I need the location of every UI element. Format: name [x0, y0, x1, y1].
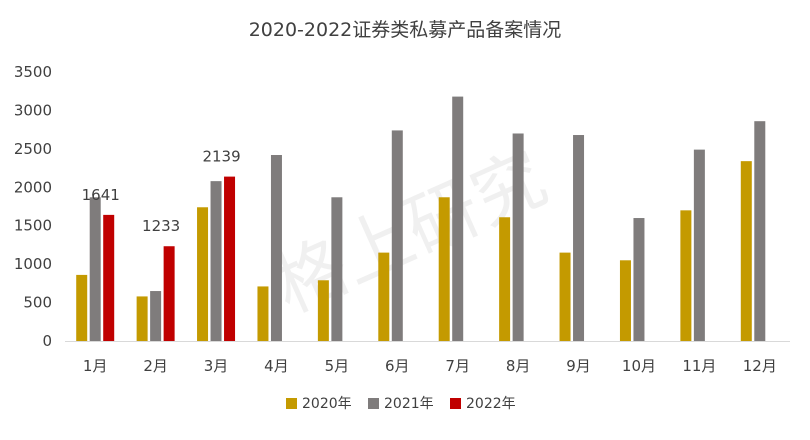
bar [754, 121, 766, 341]
x-tick-label: 2月 [143, 357, 168, 375]
legend-swatch [368, 398, 379, 409]
y-tick-label: 3000 [14, 101, 52, 119]
y-tick-label: 1500 [14, 217, 52, 235]
bar [257, 286, 269, 341]
bars [76, 96, 766, 341]
bar [438, 197, 450, 341]
x-tick-label: 6月 [385, 357, 410, 375]
y-axis: 0 500 1000 1500 2000 2500 3000 3500 [14, 63, 52, 350]
bar [680, 210, 692, 341]
bar [89, 197, 101, 341]
x-tick-label: 12月 [743, 357, 777, 375]
data-labels: 1641 1233 2139 [82, 148, 241, 236]
x-tick-label: 9月 [566, 357, 591, 375]
bar [150, 291, 162, 341]
bar [619, 260, 631, 341]
bar [317, 280, 329, 341]
x-axis: 1月 2月 3月 4月 5月 6月 7月 8月 9月 10月 11月 12月 [65, 341, 790, 375]
bar [633, 218, 645, 341]
x-tick-label: 8月 [506, 357, 531, 375]
y-tick-label: 2000 [14, 178, 52, 196]
bar [499, 217, 511, 341]
bar [331, 197, 343, 341]
y-tick-label: 0 [42, 332, 52, 350]
bar [573, 135, 585, 341]
x-tick-label: 5月 [325, 357, 350, 375]
y-tick-label: 3500 [14, 63, 52, 81]
x-tick-label: 3月 [204, 357, 229, 375]
bar [103, 214, 115, 341]
y-tick-label: 2500 [14, 140, 52, 158]
data-label: 1641 [82, 186, 120, 204]
bar [163, 246, 175, 341]
bar [559, 252, 571, 341]
bar [136, 296, 148, 341]
x-tick-label: 10月 [622, 357, 656, 375]
x-tick-label: 1月 [83, 357, 108, 375]
bar [740, 161, 752, 341]
bar [693, 149, 705, 341]
legend-label: 2020年 [302, 396, 352, 412]
bar [224, 176, 236, 341]
legend-label: 2021年 [384, 396, 434, 412]
bar [378, 252, 390, 341]
bar [512, 133, 524, 341]
legend-swatch [450, 398, 461, 409]
x-tick-label: 7月 [445, 357, 470, 375]
y-tick-label: 1000 [14, 255, 52, 273]
bar [197, 207, 209, 341]
bar [210, 181, 222, 341]
y-tick-label: 500 [23, 294, 52, 312]
bar [76, 274, 88, 341]
x-tick-label: 4月 [264, 357, 289, 375]
x-tick-label: 11月 [682, 357, 716, 375]
bar [391, 130, 403, 341]
chart-title: 2020-2022证券类私募产品备案情况 [249, 19, 562, 41]
bar [452, 96, 464, 341]
legend: 2020年 2021年 2022年 [286, 396, 516, 412]
legend-swatch [286, 398, 297, 409]
data-label: 1233 [142, 217, 180, 235]
data-label: 2139 [202, 148, 240, 166]
legend-label: 2022年 [466, 396, 516, 412]
bar [270, 155, 282, 341]
